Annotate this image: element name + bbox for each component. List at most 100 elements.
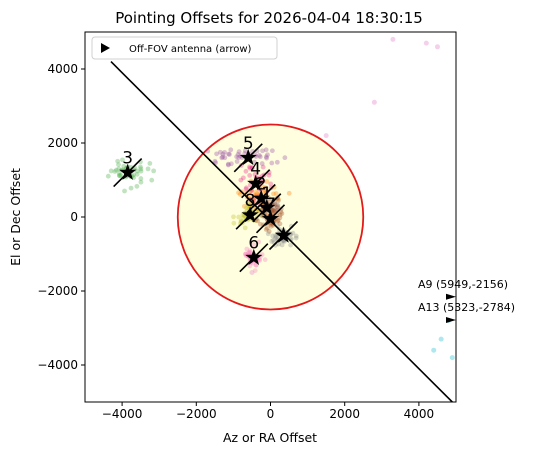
background-point [423,40,429,46]
off-fov-label: A13 (5323,-2784) [418,301,515,314]
sample-point [247,193,253,199]
sample-point [271,208,276,214]
x-axis-ticks: −4000 −2000 0 2000 4000 [102,402,434,421]
y-axis-label: El or Dec Offset [8,168,23,266]
sample-point [274,159,280,165]
sample-point [138,176,144,181]
sample-point [272,235,278,241]
sample-point [138,164,143,170]
x-tick-label: −4000 [102,407,143,421]
off-fov-arrow [446,293,456,300]
sample-point [277,221,283,227]
sample-point [256,239,262,245]
sample-point [273,233,278,239]
sample-point [259,161,265,166]
sample-point [251,242,257,248]
sample-point [242,151,248,156]
sample-point [238,177,244,183]
sample-point [117,173,122,178]
legend: Off-FOV antenna (arrow) [91,36,278,60]
sample-point [268,223,274,229]
y-tick-label: −2000 [37,284,78,298]
sample-point [134,171,140,177]
legend-box [91,36,278,60]
sample-point [138,179,144,185]
sample-point [236,149,242,155]
sample-point [236,155,242,160]
sample-point [214,151,219,157]
sample-point [252,159,257,165]
sample-point [263,185,268,191]
sample-point [118,172,124,178]
x-tick-label: −2000 [176,407,217,421]
sample-point [269,160,275,166]
sample-point [268,181,274,187]
antenna-label: 5 [243,134,254,154]
sample-point [246,250,251,256]
sample-point [275,217,281,223]
sample-point [260,164,266,170]
sample-point [220,154,226,160]
sample-point [263,154,269,160]
sample-point [275,202,281,208]
sample-point [217,149,223,155]
sample-point [242,225,248,231]
sample-point [245,203,251,208]
antenna-label: 8 [245,191,256,211]
sample-point [257,221,263,227]
sample-point [279,242,285,248]
sample-point [231,220,237,226]
sample-point [279,211,285,216]
sample-point [222,155,228,161]
sample-point [237,192,243,197]
sample-point [262,188,268,193]
sample-point [273,207,278,213]
antenna-label: 4 [250,160,261,180]
x-tick-label: 0 [267,407,275,421]
sample-point [205,148,211,154]
antenna-star-marker [239,148,257,166]
sample-point [238,153,243,159]
sample-point [227,151,232,157]
antenna-star-marker [274,226,292,243]
triangle-right-icon [101,43,110,53]
background-point [438,336,444,342]
sample-point [264,189,270,194]
sample-point [260,184,265,189]
sample-point [265,231,271,237]
sample-point [252,268,258,273]
sample-point [244,185,249,191]
antenna-label: 2 [256,175,267,195]
sample-point [269,148,275,154]
sample-point [244,246,250,252]
sample-point [255,218,261,224]
sample-point [247,173,253,178]
sample-point [293,235,299,241]
sample-point [117,173,123,179]
sample-point [247,249,253,255]
sample-point [212,158,218,164]
sample-point [247,164,252,170]
sample-point [234,154,240,160]
sample-point [277,215,283,221]
x-tick-label: 4000 [404,407,435,421]
sample-point [120,157,125,163]
sample-point [256,256,262,262]
sample-point [149,177,155,183]
sample-point [237,221,243,227]
sample-point [121,163,127,169]
sample-point [113,167,119,173]
sample-point [262,257,268,263]
sample-point [240,175,246,181]
sample-point [275,204,281,210]
background-point [449,355,455,361]
sample-point [243,186,249,192]
antenna-star-marker [258,198,276,215]
y-tick-label: 0 [70,210,78,224]
y-tick-label: 4000 [47,62,78,76]
legend-entry-label: Off-FOV antenna (arrow) [129,44,252,55]
sample-point [122,188,127,194]
background-point [371,99,377,105]
